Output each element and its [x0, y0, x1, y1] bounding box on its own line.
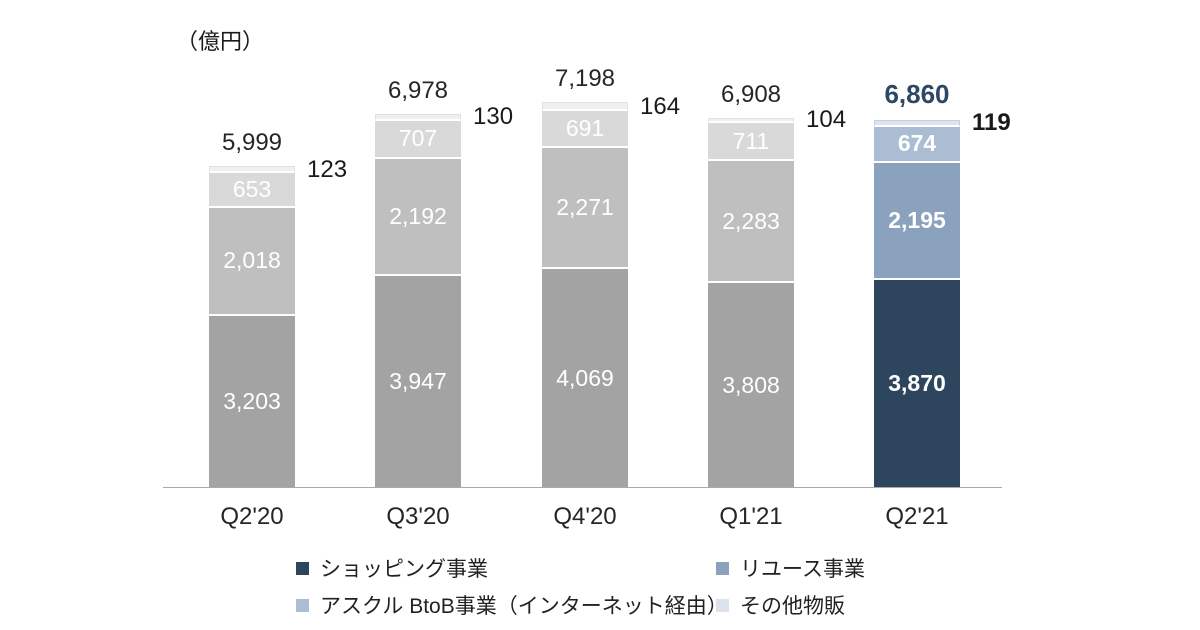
segment-value-label: 3,947: [389, 367, 447, 394]
bar-segment-リユース事業: 2,283: [708, 161, 794, 284]
segment-value-label: 674: [897, 130, 937, 157]
segment-value-label: 2,283: [722, 207, 780, 234]
bar-segment-ショッピング事業: 4,069: [542, 269, 628, 487]
x-axis-line: [163, 487, 1002, 488]
bar-segment-ショッピング事業: 3,870: [874, 279, 960, 487]
segment-value-label: 3,203: [223, 387, 281, 414]
bar-Q2'20: 653 2,018 3,203: [209, 166, 295, 487]
bar-segment-アスクル BtoB事業（インターネット経由）: 653: [209, 172, 295, 208]
segment-value-label: 691: [565, 114, 605, 141]
segment-value-label: 653: [232, 175, 272, 202]
bar-total-label: 6,978: [387, 76, 449, 104]
bar-segment-リユース事業: 2,195: [874, 162, 960, 280]
x-axis-label-Q2'21: Q2'21: [885, 503, 949, 530]
bar-total-label: 6,860: [884, 79, 950, 110]
segment-value-label: 2,192: [389, 202, 447, 229]
legend-swatch-other: [716, 598, 729, 612]
segment-value-label: 2,195: [888, 206, 946, 233]
unit-label: （億円）: [176, 29, 265, 54]
legend-label-shopping: ショッピング事業: [320, 558, 488, 581]
bar-side-label: 119: [972, 109, 1011, 137]
segment-value-label: 711: [732, 127, 770, 154]
bar-segment-その他物販: [708, 117, 794, 124]
bar-segment-アスクル BtoB事業（インターネット経由）: 711: [708, 123, 794, 162]
bar-Q1'21: 711 2,283 3,808: [708, 117, 794, 487]
bar-segment-ショッピング事業: 3,203: [209, 315, 295, 487]
bar-segment-アスクル BtoB事業（インターネット経由）: 691: [542, 110, 628, 148]
legend-swatch-askul-btob: [296, 598, 309, 612]
legend-label-reuse: リユース事業: [740, 558, 865, 581]
segment-value-label: 2,271: [556, 194, 614, 221]
bar-segment-その他物販: [375, 113, 461, 121]
x-axis-label-Q4'20: Q4'20: [553, 503, 617, 530]
bar-segment-その他物販: [209, 166, 295, 173]
legend: ショッピング事業 リユース事業 アスクル BtoB事業（インターネット経由） そ…: [296, 556, 865, 618]
segment-value-label: 2,018: [223, 247, 281, 274]
bar-segment-ショッピング事業: 3,808: [708, 283, 794, 487]
bar-Q4'20: 691 2,271 4,069: [542, 102, 628, 487]
legend-item-shopping: ショッピング事業: [296, 556, 716, 581]
bar-segment-その他物販: [874, 120, 960, 127]
x-axis-label-Q3'20: Q3'20: [386, 503, 450, 530]
bar-segment-アスクル BtoB事業（インターネット経由）: 674: [874, 126, 960, 163]
bar-Q3'20: 707 2,192 3,947: [375, 113, 461, 487]
x-axis-label-Q2'20: Q2'20: [220, 503, 284, 530]
bar-segment-リユース事業: 2,271: [542, 147, 628, 270]
bar-total-label: 7,198: [554, 65, 616, 93]
bar-segment-リユース事業: 2,192: [375, 158, 461, 276]
legend-item-reuse: リユース事業: [716, 556, 865, 581]
legend-item-other: その他物販: [716, 593, 865, 618]
bar-Q2'21: 674 2,195 3,870: [874, 120, 960, 487]
legend-swatch-shopping: [296, 561, 309, 575]
legend-label-askul-btob: アスクル BtoB事業（インターネット経由）: [320, 595, 728, 618]
bar-side-label: 130: [473, 103, 514, 131]
segment-value-label: 707: [398, 125, 438, 152]
x-axis-label-Q1'21: Q1'21: [719, 503, 783, 530]
bar-segment-リユース事業: 2,018: [209, 207, 295, 316]
legend-label-other: その他物販: [740, 595, 845, 618]
segment-value-label: 3,870: [888, 369, 946, 396]
bar-side-label: 104: [806, 106, 847, 134]
bar-side-label: 123: [307, 155, 348, 183]
segment-value-label: 4,069: [556, 364, 614, 391]
bar-total-label: 6,908: [720, 80, 782, 108]
segment-value-label: 3,808: [722, 371, 780, 398]
bar-segment-ショッピング事業: 3,947: [375, 275, 461, 487]
bar-total-label: 5,999: [221, 129, 283, 157]
bar-side-label: 164: [640, 92, 681, 120]
bar-segment-その他物販: [542, 102, 628, 111]
bar-segment-アスクル BtoB事業（インターネット経由）: 707: [375, 120, 461, 159]
legend-item-askul-btob: アスクル BtoB事業（インターネット経由）: [296, 593, 728, 618]
legend-swatch-reuse: [716, 561, 729, 575]
